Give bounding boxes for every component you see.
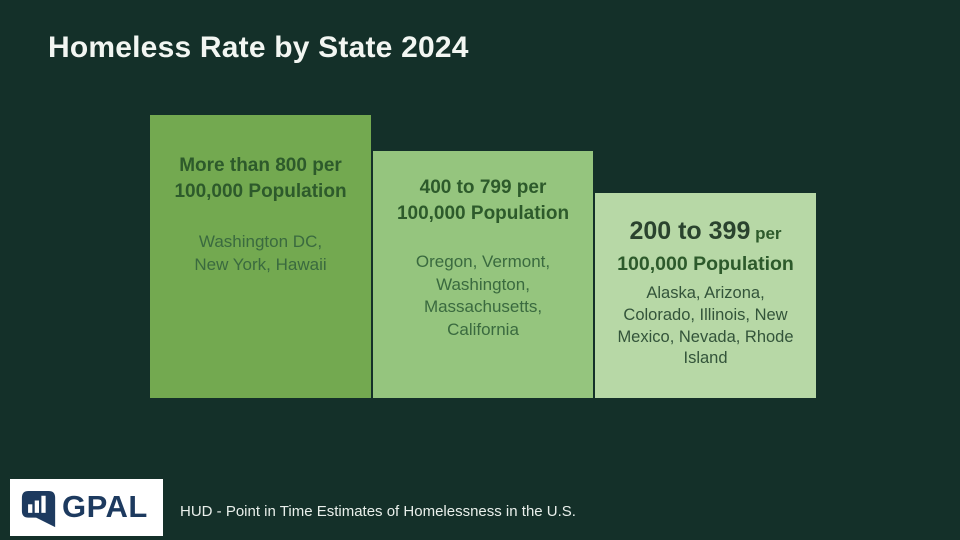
tier-per-text: per <box>750 224 782 243</box>
logo-wordmark: GPAL <box>62 488 148 524</box>
tier-header: 200 to 399 per <box>595 193 816 246</box>
tier-states-list: Alaska, Arizona, Colorado, Illinois, New… <box>617 284 794 368</box>
tier-header: 400 to 799 per 100,000 Population <box>396 177 570 225</box>
tier-box-800-plus: More than 800 per 100,000 Population Was… <box>150 115 371 398</box>
gpal-bar-chart-bubble-icon <box>21 490 56 527</box>
tier-box-200-399: 200 to 399 per 100,000 Population Alaska… <box>595 193 816 398</box>
tier-range-text: 200 to 399 <box>629 217 751 245</box>
tier-header: More than 800 per 100,000 Population <box>174 155 347 203</box>
tier-box-400-799: 400 to 799 per 100,000 Population Oregon… <box>373 151 593 398</box>
logo-card: GPAL <box>10 479 163 536</box>
source-citation: HUD - Point in Time Estimates of Homeles… <box>180 503 576 520</box>
tier-states-list: Washington DC, New York, Hawaii <box>194 232 327 274</box>
page-title: Homeless Rate by State 2024 <box>48 31 469 64</box>
tier-states-list: Oregon, Vermont, Washington, Massachuset… <box>415 252 551 339</box>
tier-header-line2: 100,000 Population <box>617 253 794 275</box>
